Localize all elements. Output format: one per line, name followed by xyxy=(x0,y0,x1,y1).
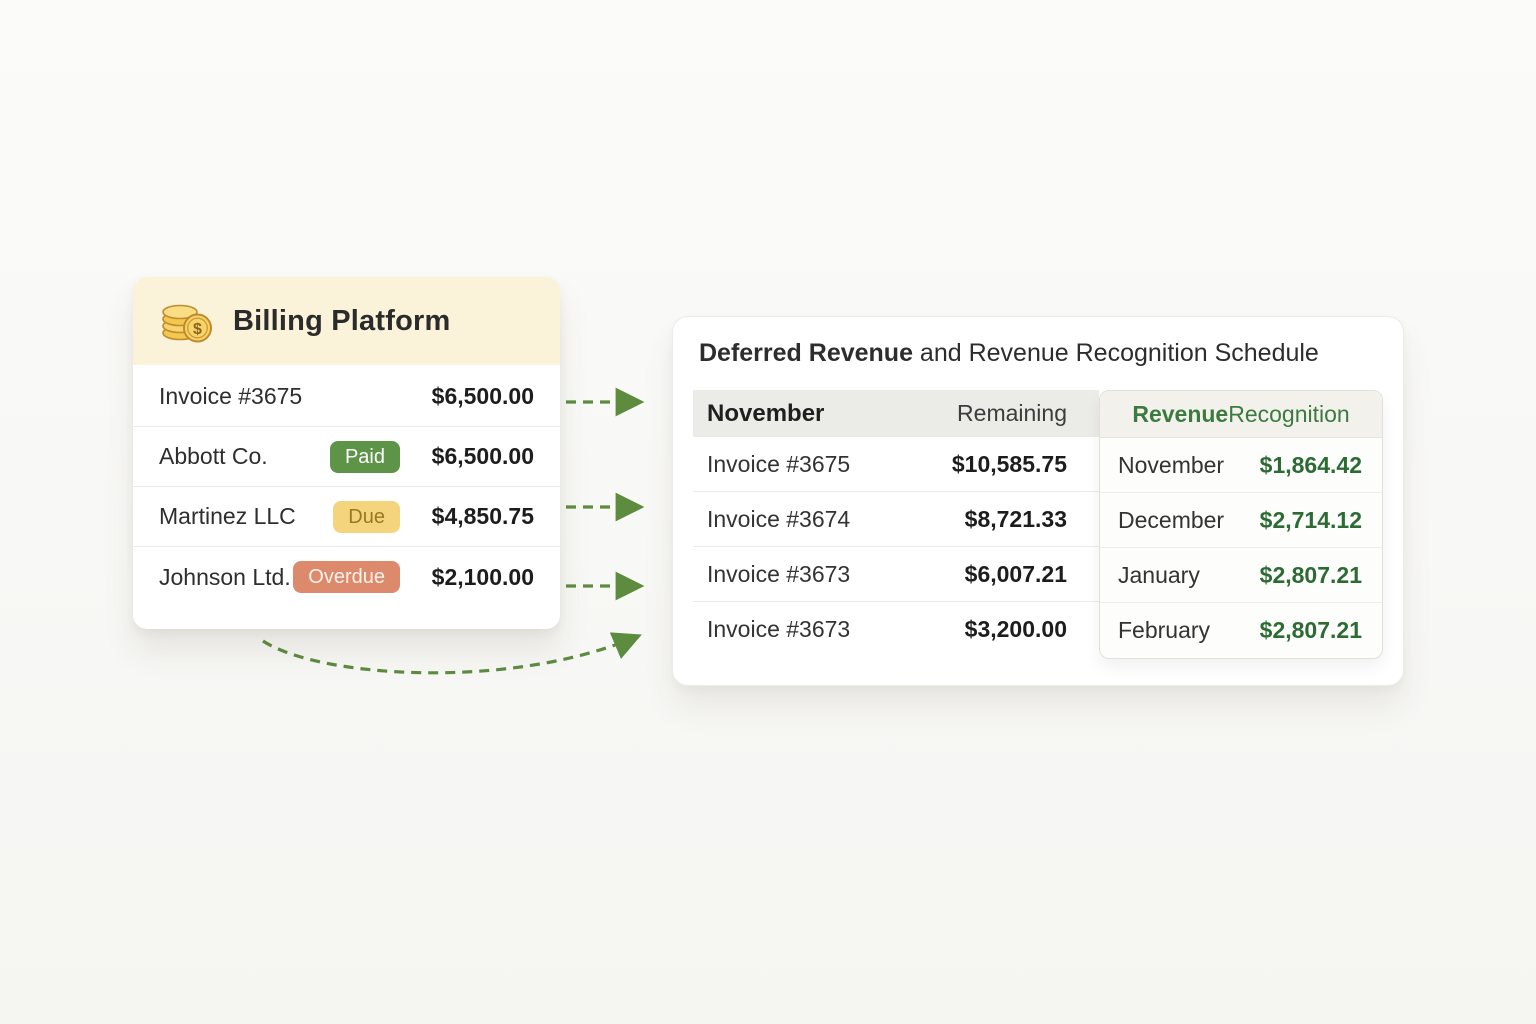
table-row: Invoice #3674 $8,721.33 xyxy=(693,492,1099,547)
billing-row-martinez: Martinez LLC Due $4,850.75 xyxy=(133,487,560,547)
row-label: Abbott Co. xyxy=(159,443,268,469)
billing-card-title: Billing Platform xyxy=(233,304,451,337)
table-row: January $2,807.21 xyxy=(1100,548,1382,603)
table-row: November $1,864.42 xyxy=(1100,438,1382,493)
row-label: Martinez LLC xyxy=(159,503,296,529)
billing-card-header: $ Billing Platform xyxy=(133,277,560,365)
svg-text:$: $ xyxy=(193,321,202,338)
deferred-revenue-card: Deferred Revenue and Revenue Recognition… xyxy=(672,316,1404,686)
table-row: February $2,807.21 xyxy=(1100,603,1382,658)
billing-row-invoice: Invoice #3675 $6,500.00 xyxy=(133,367,560,427)
arrow-curved xyxy=(262,632,642,675)
row-label: Invoice #3675 xyxy=(159,383,303,409)
table-row: Invoice #3673 $6,007.21 xyxy=(693,547,1099,602)
schedule-body: November Remaining Invoice #3675 $10,585… xyxy=(693,390,1383,659)
schedule-title-bold: Deferred Revenue xyxy=(699,339,913,367)
remaining-table-header: November Remaining xyxy=(693,390,1099,437)
header-month: November xyxy=(707,399,825,427)
table-row: December $2,714.12 xyxy=(1100,493,1382,548)
recognition-header-rest: Recognition xyxy=(1228,400,1350,427)
row-amount: $2,100.00 xyxy=(431,563,534,590)
invoice-cell: Invoice #3674 xyxy=(707,505,851,532)
amount-cell: $2,807.21 xyxy=(1259,561,1362,588)
status-badge-paid: Paid xyxy=(329,440,400,473)
amount-cell: $2,714.12 xyxy=(1259,506,1362,533)
billing-rows: Invoice #3675 $6,500.00 Abbott Co. Paid … xyxy=(133,365,560,629)
row-amount: $4,850.75 xyxy=(431,503,534,529)
amount-cell: $2,807.21 xyxy=(1259,617,1362,643)
table-row: Invoice #3675 $10,585.75 xyxy=(693,437,1099,492)
month-cell: November xyxy=(1118,451,1225,478)
invoice-cell: Invoice #3673 xyxy=(707,560,851,587)
remaining-cell: $8,721.33 xyxy=(964,505,1067,532)
billing-row-johnson: Johnson Ltd. Overdue $2,100.00 xyxy=(133,547,560,607)
row-amount: $6,500.00 xyxy=(431,383,534,409)
recognition-header-bold: Revenue xyxy=(1132,400,1229,427)
remaining-cell: $3,200.00 xyxy=(964,616,1067,642)
revenue-recognition-card: Revenue Recognition November $1,864.42 D… xyxy=(1099,390,1383,659)
invoice-cell: Invoice #3675 xyxy=(707,450,851,477)
header-remaining: Remaining xyxy=(957,400,1067,426)
remaining-cell: $10,585.75 xyxy=(951,450,1067,477)
invoice-cell: Invoice #3673 xyxy=(707,616,851,642)
billing-platform-card: $ Billing Platform Invoice #3675 $6,500.… xyxy=(133,277,560,629)
status-badge-due: Due xyxy=(333,500,400,533)
amount-cell: $1,864.42 xyxy=(1259,451,1362,478)
row-amount: $6,500.00 xyxy=(431,443,534,469)
remaining-table: November Remaining Invoice #3675 $10,585… xyxy=(693,390,1099,657)
recognition-header: Revenue Recognition xyxy=(1100,391,1382,438)
month-cell: February xyxy=(1118,617,1211,643)
row-label: Johnson Ltd. xyxy=(159,563,291,590)
month-cell: December xyxy=(1118,506,1225,533)
remaining-cell: $6,007.21 xyxy=(964,560,1067,587)
status-badge-overdue: Overdue xyxy=(293,561,400,593)
coins-icon: $ xyxy=(159,293,217,350)
billing-row-abbott: Abbott Co. Paid $6,500.00 xyxy=(133,427,560,487)
month-cell: January xyxy=(1118,561,1200,588)
table-row: Invoice #3673 $3,200.00 xyxy=(693,602,1099,657)
schedule-title-rest: and Revenue Recognition Schedule xyxy=(912,339,1319,367)
schedule-title: Deferred Revenue and Revenue Recognition… xyxy=(699,339,1377,368)
